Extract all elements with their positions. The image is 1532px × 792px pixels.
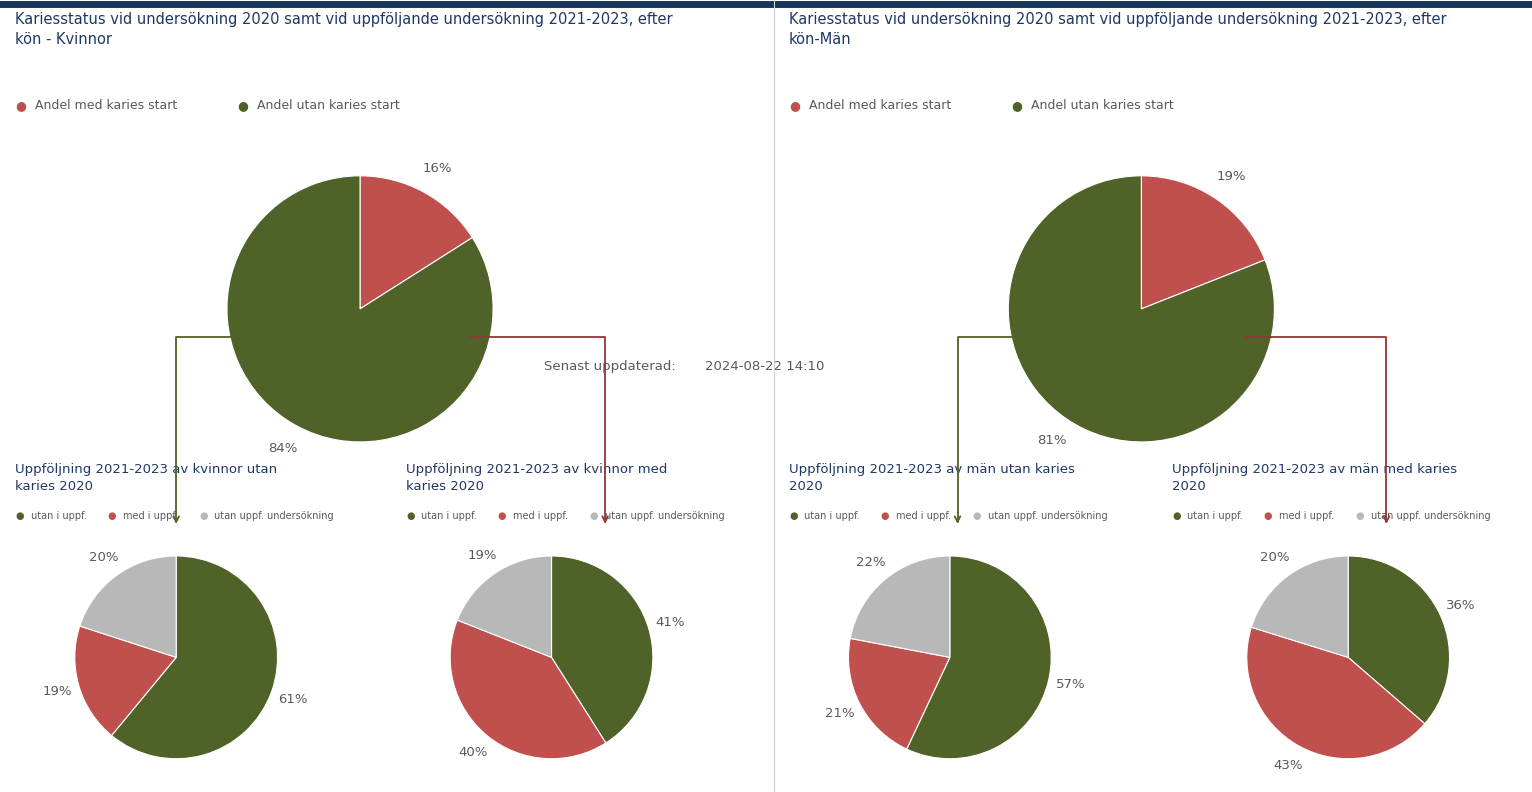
Text: ●: ● [789,99,800,112]
Wedge shape [112,556,277,759]
Text: 81%: 81% [1037,435,1066,447]
Text: 19%: 19% [467,549,496,562]
Text: utan i uppf.: utan i uppf. [421,511,476,521]
Text: Uppföljning 2021-2023 av män utan karies
2020: Uppföljning 2021-2023 av män utan karies… [789,463,1075,493]
Wedge shape [1247,627,1425,759]
Wedge shape [80,556,176,657]
Text: ●: ● [973,511,982,521]
Text: 16%: 16% [423,162,452,176]
Text: utan i uppf.: utan i uppf. [31,511,86,521]
Wedge shape [1348,556,1449,724]
Text: utan uppf. undersökning: utan uppf. undersökning [605,511,725,521]
Wedge shape [227,176,493,442]
Text: utan i uppf.: utan i uppf. [1187,511,1242,521]
Text: ●: ● [881,511,890,521]
Wedge shape [360,176,472,309]
Text: 61%: 61% [277,693,308,706]
Text: Andel utan karies start: Andel utan karies start [257,99,400,112]
Text: ●: ● [1011,99,1022,112]
Text: ●: ● [1172,511,1181,521]
Text: 40%: 40% [458,746,487,760]
Text: 22%: 22% [856,555,885,569]
Text: 21%: 21% [824,707,855,720]
Text: ●: ● [406,511,415,521]
Text: Kariesstatus vid undersökning 2020 samt vid uppföljande undersökning 2021-2023, : Kariesstatus vid undersökning 2020 samt … [15,12,673,47]
Text: ●: ● [498,511,507,521]
Text: Andel med karies start: Andel med karies start [809,99,951,112]
Text: 57%: 57% [1056,678,1085,691]
Text: ●: ● [15,511,25,521]
Text: utan i uppf.: utan i uppf. [804,511,859,521]
Wedge shape [1141,176,1265,309]
Wedge shape [457,556,552,657]
Text: ●: ● [15,99,26,112]
Text: med i uppf.: med i uppf. [123,511,178,521]
Text: 41%: 41% [656,616,685,630]
Wedge shape [1008,176,1275,442]
Text: Uppföljning 2021-2023 av kvinnor med
karies 2020: Uppföljning 2021-2023 av kvinnor med kar… [406,463,668,493]
Text: ●: ● [789,511,798,521]
Text: ●: ● [199,511,208,521]
Wedge shape [552,556,653,743]
Text: 43%: 43% [1273,759,1302,772]
Text: utan uppf. undersökning: utan uppf. undersökning [988,511,1108,521]
Text: ●: ● [1356,511,1365,521]
Wedge shape [850,556,950,657]
Text: 19%: 19% [43,685,72,699]
Wedge shape [1252,556,1348,657]
Wedge shape [450,620,605,759]
Text: Kariesstatus vid undersökning 2020 samt vid uppföljande undersökning 2021-2023, : Kariesstatus vid undersökning 2020 samt … [789,12,1446,47]
Text: 84%: 84% [268,442,297,455]
Text: Senast uppdaterad:: Senast uppdaterad: [544,360,676,373]
Text: Andel utan karies start: Andel utan karies start [1031,99,1174,112]
Text: med i uppf.: med i uppf. [1279,511,1334,521]
Wedge shape [907,556,1051,759]
Text: Uppföljning 2021-2023 av män med karies
2020: Uppföljning 2021-2023 av män med karies … [1172,463,1457,493]
Text: ●: ● [237,99,248,112]
Text: ●: ● [590,511,599,521]
Wedge shape [75,626,176,736]
Text: Uppföljning 2021-2023 av kvinnor utan
karies 2020: Uppföljning 2021-2023 av kvinnor utan ka… [15,463,277,493]
Text: Andel med karies start: Andel med karies start [35,99,178,112]
Text: 20%: 20% [89,550,118,564]
Text: ●: ● [107,511,116,521]
Text: ●: ● [1264,511,1273,521]
Text: 20%: 20% [1261,551,1290,564]
Text: utan uppf. undersökning: utan uppf. undersökning [214,511,334,521]
Text: med i uppf.: med i uppf. [896,511,951,521]
Text: 2024-08-22 14:10: 2024-08-22 14:10 [705,360,824,373]
Text: 36%: 36% [1446,600,1475,612]
Text: 19%: 19% [1216,170,1246,183]
Text: med i uppf.: med i uppf. [513,511,568,521]
Wedge shape [849,638,950,749]
Text: utan uppf. undersökning: utan uppf. undersökning [1371,511,1491,521]
